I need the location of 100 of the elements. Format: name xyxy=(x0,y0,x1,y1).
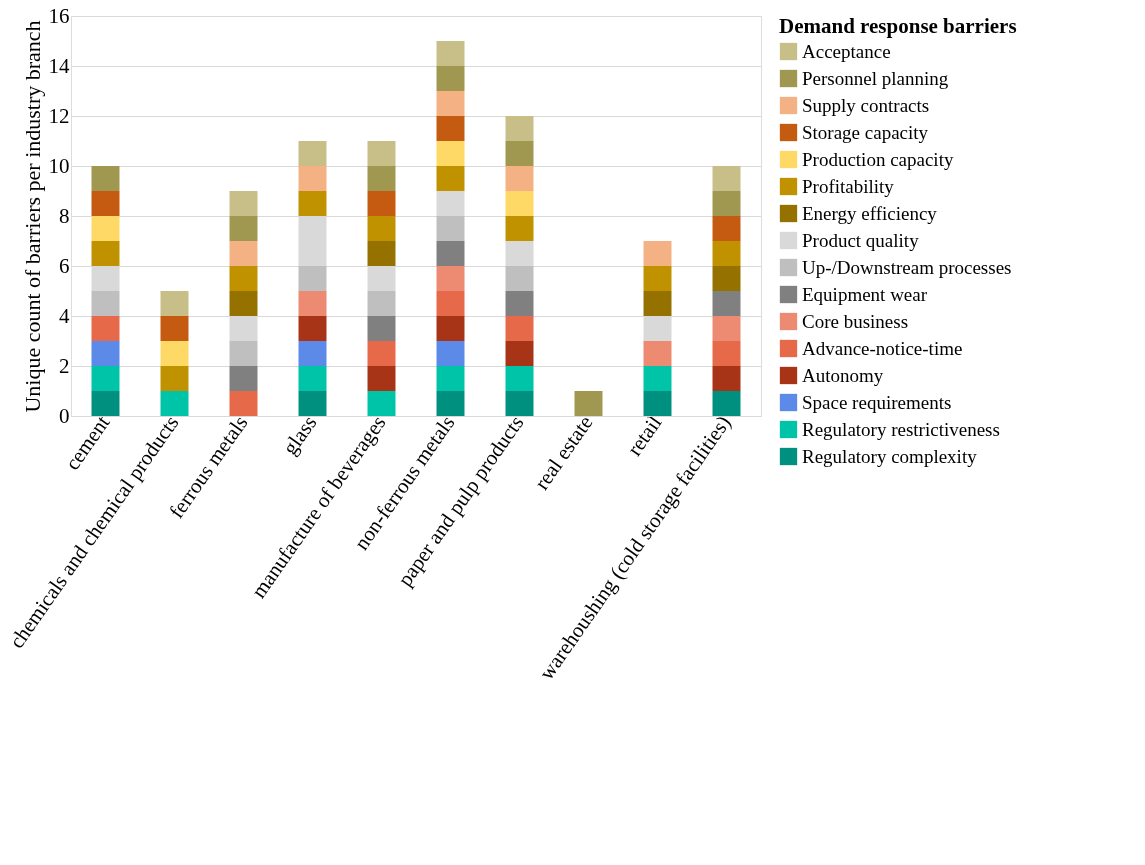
legend-label: Product quality xyxy=(802,229,920,251)
bar xyxy=(643,391,672,416)
bar xyxy=(229,291,258,316)
bar xyxy=(505,141,534,166)
bar xyxy=(367,241,396,266)
y-tick-label: 12 xyxy=(48,103,70,128)
legend-title: Demand response barriers xyxy=(779,14,1017,38)
bar xyxy=(436,266,465,291)
bar xyxy=(91,216,120,241)
bar xyxy=(91,191,120,216)
bar xyxy=(91,241,120,266)
bar xyxy=(643,266,672,291)
legend-label: Space requirements xyxy=(802,391,952,413)
bar xyxy=(160,316,189,341)
y-tick-label: 6 xyxy=(59,253,70,278)
bar xyxy=(712,166,741,191)
bar xyxy=(712,391,741,416)
bar xyxy=(712,216,741,241)
y-tick-label: 4 xyxy=(59,303,70,328)
bar xyxy=(367,191,396,216)
bar xyxy=(505,216,534,241)
bar xyxy=(298,316,327,341)
legend-label: Advance-notice-time xyxy=(802,337,963,359)
legend-label: Acceptance xyxy=(802,40,891,62)
bar xyxy=(436,216,465,241)
bar xyxy=(436,166,465,191)
bar xyxy=(91,391,120,416)
y-tick-label: 0 xyxy=(59,403,70,428)
bar xyxy=(505,341,534,366)
bar xyxy=(91,366,120,391)
bar xyxy=(436,116,465,141)
bar xyxy=(229,216,258,241)
bar xyxy=(367,141,396,166)
bar xyxy=(712,316,741,341)
legend-label: Regulatory restrictiveness xyxy=(802,418,1000,440)
bar xyxy=(436,366,465,391)
bar xyxy=(505,391,534,416)
bar xyxy=(367,341,396,366)
bar xyxy=(298,141,327,166)
bar xyxy=(298,341,327,366)
bar xyxy=(712,291,741,316)
y-tick-label: 10 xyxy=(48,153,70,178)
legend-label: Equipment wear xyxy=(802,283,928,305)
bar xyxy=(436,316,465,341)
bar xyxy=(367,166,396,191)
bar xyxy=(229,366,258,391)
legend-label: Production capacity xyxy=(802,148,954,170)
bar xyxy=(505,166,534,191)
bar xyxy=(436,341,465,366)
bar xyxy=(712,266,741,291)
bar xyxy=(229,266,258,291)
bar xyxy=(298,166,327,191)
bar xyxy=(712,241,741,266)
bar xyxy=(505,241,534,266)
bar xyxy=(91,166,120,191)
y-axis-title: Unique count of barriers per industry branch xyxy=(19,20,45,413)
bar xyxy=(298,266,327,291)
bar xyxy=(712,191,741,216)
bar xyxy=(436,41,465,66)
bar xyxy=(229,341,258,366)
y-tick-label: 2 xyxy=(59,353,70,378)
bar xyxy=(436,191,465,216)
legend-label: Storage capacity xyxy=(802,121,929,143)
bar xyxy=(160,366,189,391)
bar xyxy=(160,341,189,366)
bar xyxy=(298,391,327,416)
bar xyxy=(298,191,327,216)
bar xyxy=(91,316,120,341)
bar xyxy=(367,216,396,241)
y-tick-label: 14 xyxy=(48,53,70,78)
y-tick-label: 8 xyxy=(59,203,70,228)
legend-label: Personnel planning xyxy=(802,67,949,89)
bar xyxy=(436,241,465,266)
bar xyxy=(298,366,327,391)
bar xyxy=(91,341,120,366)
bar xyxy=(367,391,396,416)
legend-label: Autonomy xyxy=(802,364,884,386)
bar xyxy=(367,316,396,341)
bar xyxy=(505,116,534,141)
bar xyxy=(436,141,465,166)
legend-label: Profitability xyxy=(802,175,895,197)
legend-label: Core business xyxy=(802,310,909,332)
bar xyxy=(91,291,120,316)
bar xyxy=(367,366,396,391)
bar xyxy=(574,391,603,416)
bar xyxy=(160,291,189,316)
bar xyxy=(505,291,534,316)
bar xyxy=(643,341,672,366)
bar xyxy=(229,391,258,416)
bar xyxy=(436,91,465,116)
bar xyxy=(505,316,534,341)
legend-label: Regulatory complexity xyxy=(802,445,978,467)
bar xyxy=(712,366,741,391)
bar xyxy=(643,291,672,316)
bar xyxy=(436,391,465,416)
legend-label: Energy efficiency xyxy=(802,202,938,224)
bar xyxy=(643,366,672,391)
bar xyxy=(505,191,534,216)
bar xyxy=(298,291,327,316)
bar xyxy=(229,191,258,216)
